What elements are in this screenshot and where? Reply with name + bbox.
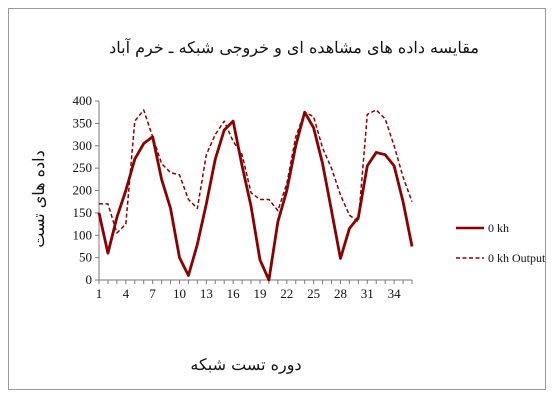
y-tick-label: 150 xyxy=(73,205,93,220)
series-line-1 xyxy=(97,110,414,282)
y-tick-label: 0 xyxy=(86,272,93,287)
x-axis: 1 4 7 10 13 16 19 22 25 28 31 34 xyxy=(96,279,413,301)
x-tick-label: 31 xyxy=(361,286,374,301)
x-tick-label: 28 xyxy=(334,286,347,301)
x-tick-label: 16 xyxy=(227,286,241,301)
y-axis-title: داده های تست xyxy=(29,150,48,248)
y-tick-label: 350 xyxy=(73,115,93,130)
chart-svg: مقایسه داده های مشاهده ای و خروجی شبکه ـ… xyxy=(29,37,546,374)
legend-label-series-2: 0 kh Output xyxy=(488,251,546,265)
y-tick-label: 200 xyxy=(73,183,93,198)
x-tick-label: 7 xyxy=(149,286,156,301)
series-layer xyxy=(97,109,414,282)
y-tick-label: 250 xyxy=(73,160,93,175)
y-tick-label: 50 xyxy=(79,250,92,265)
x-tick-label: 25 xyxy=(307,286,320,301)
x-axis-title: دوره تست شبکه xyxy=(190,355,301,374)
y-tick-label: 100 xyxy=(73,227,93,242)
chart-frame: مقایسه داده های مشاهده ای و خروجی شبکه ـ… xyxy=(8,8,546,390)
y-axis: 0 50 100 150 200 250 300 350 400 xyxy=(73,93,100,287)
x-tick-label: 10 xyxy=(173,286,186,301)
x-tick-label: 4 xyxy=(123,286,130,301)
x-tick-label: 22 xyxy=(280,286,293,301)
legend: 0 kh 0 kh Output xyxy=(456,221,546,265)
chart-title: مقایسه داده های مشاهده ای و خروجی شبکه ـ… xyxy=(109,37,479,57)
x-tick-label: 13 xyxy=(200,286,213,301)
y-tick-label: 400 xyxy=(73,93,93,108)
x-tick-label: 1 xyxy=(96,286,103,301)
x-tick-label: 34 xyxy=(388,286,402,301)
series-line-2 xyxy=(99,109,413,234)
y-tick-label: 300 xyxy=(73,138,93,153)
x-tick-label: 19 xyxy=(253,286,266,301)
legend-label-series-1: 0 kh xyxy=(488,221,509,235)
